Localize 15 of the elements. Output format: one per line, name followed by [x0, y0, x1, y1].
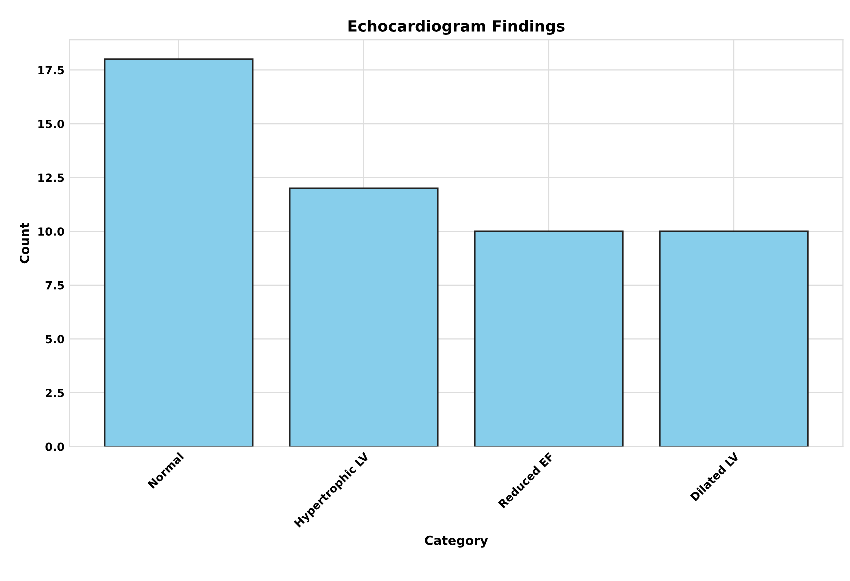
y-tick-label: 10.0	[38, 228, 64, 236]
y-tick-label: 7.5	[46, 282, 64, 290]
y-tick-label: 2.5	[46, 388, 64, 398]
y-axis-title: Count	[20, 222, 30, 264]
y-tick-label: 12.5	[38, 174, 64, 182]
y-tick-label: 5.0	[46, 335, 64, 344]
bar	[289, 188, 439, 447]
x-axis-title: Category	[425, 536, 488, 548]
bar	[659, 230, 809, 447]
chart-title: Echocardiogram Findings	[348, 20, 565, 36]
bar	[474, 230, 624, 447]
y-tick-label: 15.0	[38, 120, 64, 128]
y-tick-label: 0.0	[46, 442, 64, 452]
y-tick-label: 17.5	[38, 66, 64, 75]
bar	[104, 58, 254, 447]
